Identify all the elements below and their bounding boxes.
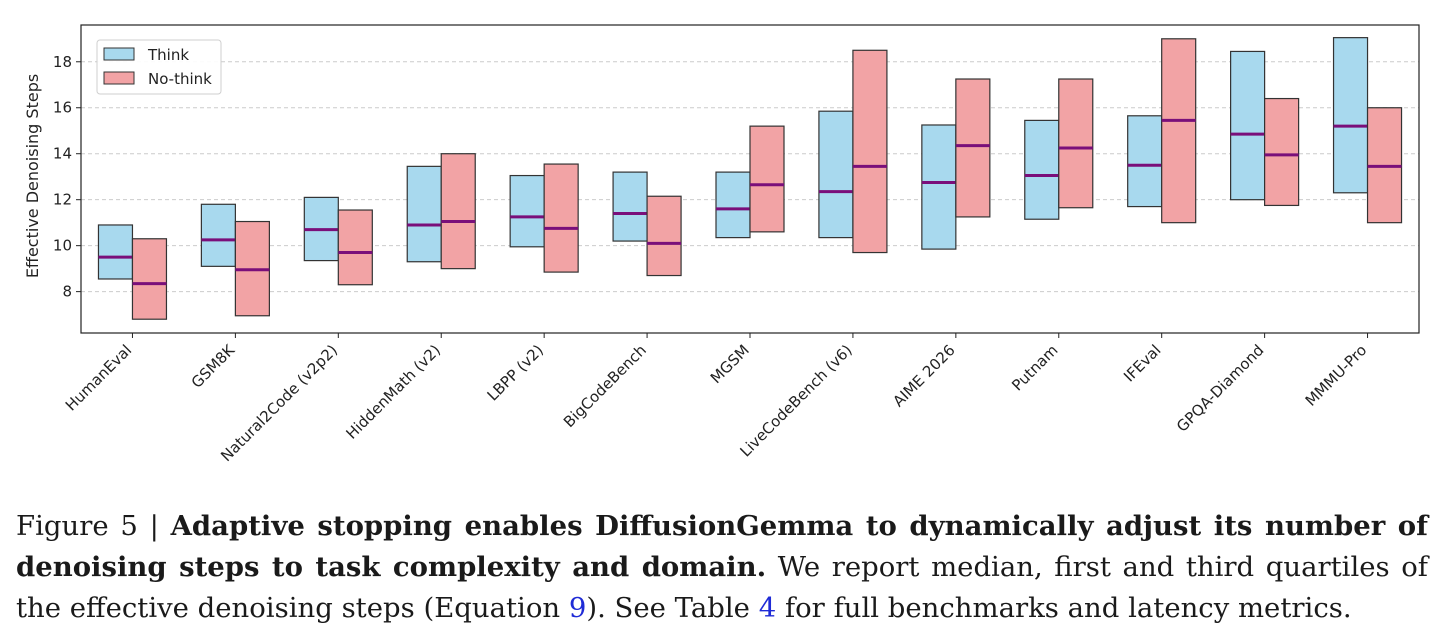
box-no-think xyxy=(543,163,579,273)
y-tick-label: 8 xyxy=(62,283,72,301)
x-tick-label: MGSM xyxy=(707,341,753,387)
x-tick-label: GPQA-Diamond xyxy=(1173,341,1267,435)
legend-label-no-think: No-think xyxy=(148,70,212,88)
box-think xyxy=(509,174,545,248)
legend-swatch-no-think xyxy=(103,71,135,85)
box-think xyxy=(1230,50,1266,201)
box-think xyxy=(406,165,442,263)
y-axis: 8 10 12 14 16 18 xyxy=(53,53,81,301)
box-think xyxy=(818,110,854,239)
caption-text-2: ). See Table xyxy=(586,592,759,624)
x-tick-label: LBPP (v2) xyxy=(484,341,547,404)
y-axis-label: Effective Denoising Steps xyxy=(23,74,42,278)
y-tick-label: 10 xyxy=(53,237,72,255)
y-tick-label: 14 xyxy=(53,145,72,163)
y-tick-label: 12 xyxy=(53,191,72,209)
box-no-think xyxy=(440,153,476,270)
caption-text-1: We report median, first and third quarti… xyxy=(16,551,1428,624)
caption-text-3: for full benchmarks and latency metrics. xyxy=(776,592,1352,624)
box-think xyxy=(612,171,648,242)
box-think xyxy=(1024,119,1060,220)
caption-bold: Adaptive stopping enables DiffusionGemma… xyxy=(16,510,1428,583)
boxes xyxy=(97,37,1403,320)
box-think xyxy=(200,203,236,267)
x-tick-label: Putnam xyxy=(1008,341,1061,394)
x-tick-label: AIME 2026 xyxy=(889,341,958,410)
figure-caption: Figure 5 | Adaptive stopping enables Dif… xyxy=(16,506,1428,629)
box-no-think xyxy=(852,49,888,254)
x-tick-label: IFEval xyxy=(1120,341,1164,385)
box-no-think xyxy=(1264,97,1300,207)
box-no-think xyxy=(337,209,373,286)
legend-swatch-think xyxy=(103,47,135,61)
table-reference-link[interactable]: 4 xyxy=(758,592,777,624)
x-tick-label: HumanEval xyxy=(62,341,135,414)
y-tick-label: 16 xyxy=(53,99,72,117)
box-think xyxy=(715,171,751,239)
box-no-think xyxy=(646,195,682,277)
caption-prefix: Figure 5 | xyxy=(16,510,171,542)
box-no-think xyxy=(749,125,785,233)
box-think xyxy=(1127,115,1163,208)
x-tick-label: MMMU-Pro xyxy=(1302,341,1371,410)
legend: Think No-think xyxy=(96,39,222,95)
chart-container: 8 10 12 14 16 18 HumanEval GSM8K Natural2Code (… xyxy=(23,24,1420,465)
box-think xyxy=(921,124,957,250)
box-no-think xyxy=(1161,38,1197,224)
x-tick-label: BigCodeBench xyxy=(560,341,650,431)
box-no-think xyxy=(131,238,168,320)
box-think xyxy=(1332,37,1369,194)
equation-reference-link[interactable]: 9 xyxy=(568,592,587,624)
x-tick-label: HiddenMath (v2) xyxy=(342,341,444,443)
x-tick-label: Natural2Code (v2p2) xyxy=(217,341,341,465)
box-no-think xyxy=(1058,78,1094,209)
x-tick-label: LiveCodeBench (v6) xyxy=(736,341,855,460)
box-think xyxy=(97,224,134,280)
legend-label-think: Think xyxy=(147,46,189,64)
box-no-think xyxy=(955,78,991,218)
x-tick-label: GSM8K xyxy=(188,340,239,391)
y-tick-label: 18 xyxy=(53,53,72,71)
